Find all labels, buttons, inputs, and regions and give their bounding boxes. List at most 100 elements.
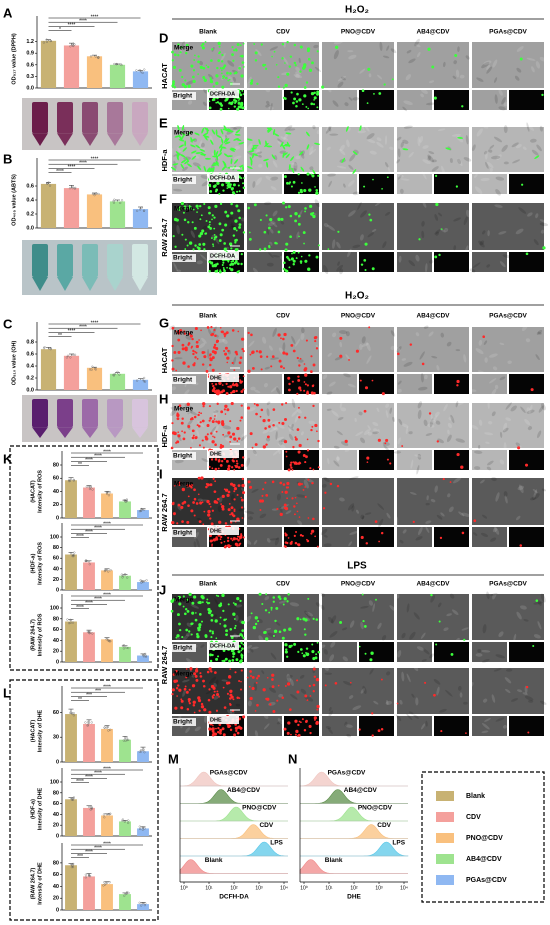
cell-texture: [267, 222, 274, 226]
cell-texture: [499, 261, 506, 268]
cell-texture: [331, 410, 339, 417]
cell-signal: [227, 385, 230, 388]
cell-texture: [436, 686, 440, 696]
cell-signal: [226, 71, 229, 75]
cell-texture: [515, 442, 521, 447]
cell-texture: [389, 146, 394, 150]
cell-signal: [180, 159, 187, 164]
cell-texture: [258, 635, 264, 644]
data-point: [103, 881, 106, 884]
cell-texture: [327, 457, 330, 465]
cell-signal: [210, 325, 213, 329]
cell-texture: [305, 611, 314, 617]
cell-texture: [185, 632, 192, 637]
cell-texture: [299, 674, 305, 679]
cell-texture: [427, 154, 434, 163]
cell-signal: [249, 231, 251, 234]
cell-texture: [347, 180, 355, 187]
cell-signal: [192, 434, 195, 437]
cell-texture: [325, 126, 332, 134]
cell-signal: [287, 376, 291, 380]
cell-signal: [433, 96, 437, 100]
cell-signal: [211, 467, 214, 470]
cell-texture: [256, 148, 261, 156]
cell-signal: [234, 133, 241, 136]
cell-signal: [218, 520, 222, 524]
cell-texture: [399, 539, 404, 544]
cell-signal: [232, 602, 235, 604]
y-tick-label: 80: [53, 860, 59, 866]
cell-signal: [250, 674, 253, 677]
y-tick-label: 60: [53, 476, 59, 482]
cell-signal: [434, 255, 438, 259]
cell-signal: [212, 245, 215, 247]
cell-signal: [239, 599, 242, 603]
cell-signal: [284, 417, 288, 421]
cell-signal: [201, 127, 205, 134]
cell-signal: [197, 55, 200, 58]
cell-texture: [392, 416, 395, 422]
cell-signal: [291, 167, 295, 174]
cell-texture: [423, 419, 428, 427]
data-point: [140, 206, 143, 209]
cell-signal: [298, 151, 304, 156]
cell-signal: [175, 687, 179, 690]
cell-texture: [333, 445, 340, 449]
cell-signal: [210, 636, 213, 639]
cell-texture: [357, 201, 362, 211]
cell-texture: [386, 700, 389, 705]
cell-texture: [533, 601, 543, 605]
cell-texture: [225, 216, 234, 221]
cell-signal: [277, 85, 281, 88]
channel-label: Bright: [173, 530, 193, 537]
cell-signal: [186, 244, 189, 247]
cell-texture: [434, 229, 441, 235]
cell-signal: [324, 491, 327, 494]
cell-signal: [191, 155, 197, 160]
cell-signal: [264, 63, 267, 66]
cell-signal: [233, 49, 236, 52]
cell-texture: [417, 136, 421, 147]
cell-texture: [352, 191, 360, 196]
cell-signal: [240, 649, 243, 652]
data-point: [119, 201, 122, 204]
cell-signal: [241, 380, 244, 383]
cell-signal: [239, 419, 242, 422]
cell-signal: [352, 151, 358, 156]
cell-texture: [304, 610, 309, 616]
cell-texture: [457, 400, 466, 406]
cell-signal: [229, 440, 231, 443]
data-point: [121, 576, 124, 579]
cell-signal: [198, 625, 202, 629]
cell-signal: [174, 245, 177, 248]
cell-texture: [245, 457, 251, 467]
stain-image: [509, 374, 544, 394]
tube: [132, 399, 148, 428]
cell-signal: [192, 69, 196, 72]
cell-signal: [197, 493, 200, 496]
cell-texture: [498, 89, 503, 96]
cell-texture: [297, 520, 303, 526]
cell-signal: [177, 43, 180, 46]
cell-signal: [240, 498, 244, 502]
cell-texture: [198, 342, 206, 349]
cell-signal: [230, 506, 234, 510]
cell-texture: [515, 144, 522, 149]
cell-signal: [262, 445, 266, 449]
cell-signal: [182, 211, 185, 214]
cell-signal: [269, 218, 273, 222]
cell-texture: [282, 56, 289, 65]
cell-signal: [292, 101, 295, 105]
data-point: [103, 816, 106, 819]
cell-signal: [221, 505, 225, 509]
cell-signal: [296, 428, 300, 431]
cell-texture: [420, 632, 426, 639]
cell-texture: [442, 61, 446, 68]
cell-signal: [306, 539, 310, 543]
stain-image: [434, 527, 469, 547]
data-point: [145, 579, 148, 582]
cell-texture: [266, 538, 271, 543]
bar: [101, 570, 113, 590]
cell-signal: [182, 595, 185, 598]
cell-signal: [210, 684, 215, 689]
